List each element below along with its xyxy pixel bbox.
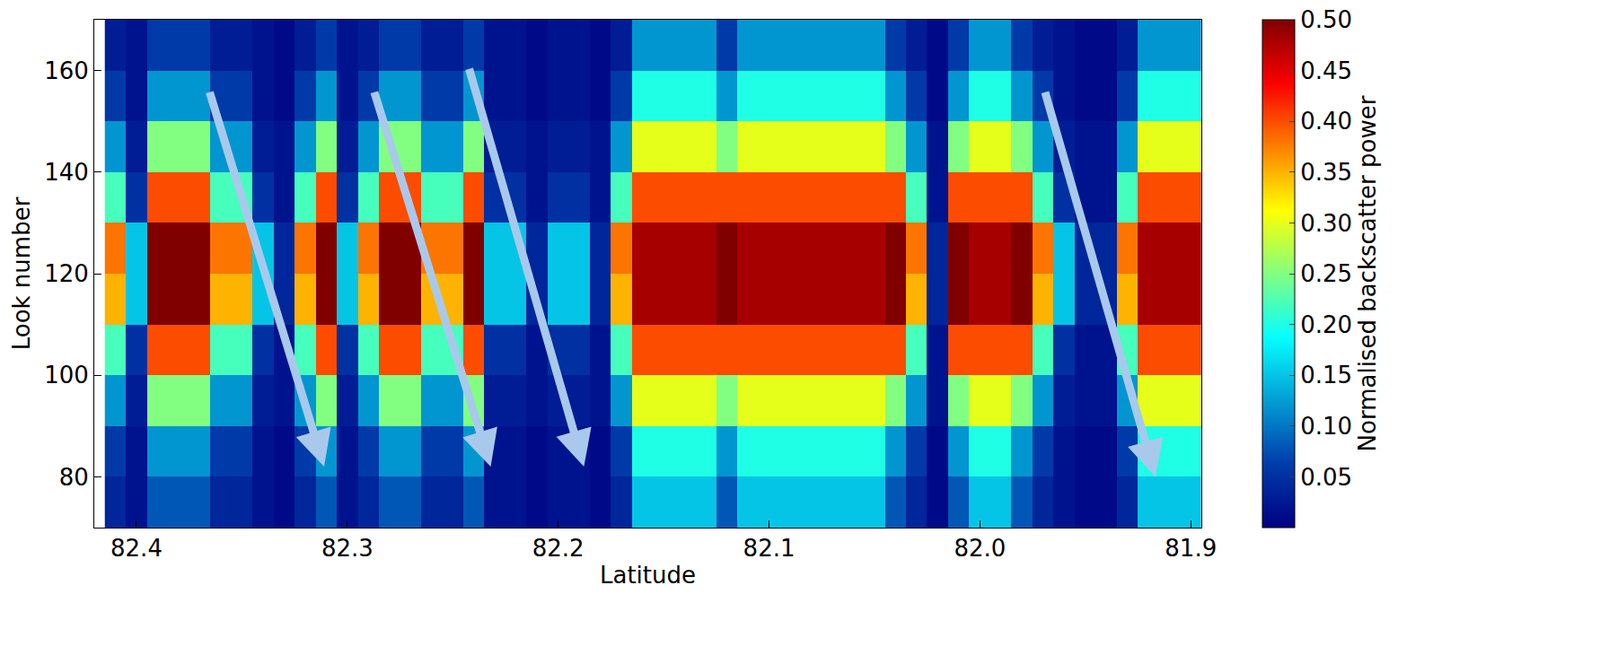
svg-text:0.30: 0.30 <box>1300 210 1353 238</box>
svg-text:82.2: 82.2 <box>532 535 585 563</box>
svg-text:160: 160 <box>43 57 89 85</box>
svg-text:0.20: 0.20 <box>1300 311 1353 339</box>
svg-text:140: 140 <box>43 158 89 186</box>
svg-text:0.05: 0.05 <box>1300 464 1353 492</box>
svg-text:81.9: 81.9 <box>1164 535 1217 563</box>
svg-text:Look number: Look number <box>8 196 36 351</box>
svg-text:0.35: 0.35 <box>1300 158 1353 186</box>
svg-text:80: 80 <box>59 464 89 492</box>
svg-text:0.10: 0.10 <box>1300 413 1353 440</box>
svg-text:Latitude: Latitude <box>599 562 696 590</box>
svg-text:0.25: 0.25 <box>1300 260 1353 288</box>
svg-text:100: 100 <box>43 361 89 389</box>
svg-text:82.4: 82.4 <box>110 535 163 563</box>
svg-text:0.40: 0.40 <box>1300 107 1353 135</box>
svg-text:0.45: 0.45 <box>1300 57 1353 85</box>
svg-text:82.3: 82.3 <box>321 535 374 563</box>
svg-text:0.50: 0.50 <box>1300 6 1353 34</box>
svg-text:Normalised backscatter power: Normalised backscatter power <box>1353 95 1381 452</box>
svg-text:82.1: 82.1 <box>743 535 796 563</box>
svg-text:120: 120 <box>43 260 89 288</box>
svg-text:0.15: 0.15 <box>1300 361 1353 389</box>
svg-text:82.0: 82.0 <box>953 535 1006 563</box>
